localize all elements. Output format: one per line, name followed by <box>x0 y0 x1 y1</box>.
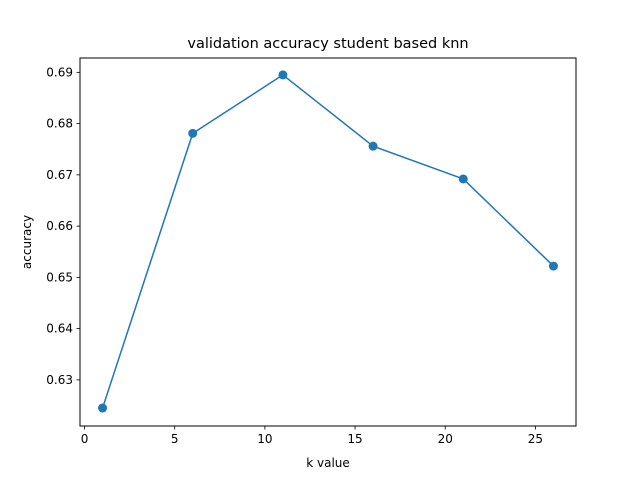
chart-title: validation accuracy student based knn <box>187 36 468 52</box>
x-axis: 0 5 10 15 20 25 <box>81 426 543 446</box>
y-tick-label: 0.64 <box>46 322 73 336</box>
y-tick-label: 0.65 <box>46 270 73 284</box>
y-tick-label: 0.68 <box>46 117 73 131</box>
y-axis: 0.63 0.64 0.65 0.66 0.67 0.68 0.69 <box>46 65 80 387</box>
x-tick-label: 10 <box>257 432 272 446</box>
y-tick-label: 0.63 <box>46 373 73 387</box>
plot-frame <box>79 57 577 427</box>
x-axis-label: k value <box>306 456 350 470</box>
plot-area <box>79 57 577 427</box>
data-point <box>98 403 108 413</box>
x-tick-label: 0 <box>81 432 89 446</box>
series-line <box>101 74 554 409</box>
y-tick-label: 0.66 <box>46 219 73 233</box>
data-point <box>548 261 558 271</box>
y-tick-label: 0.69 <box>46 65 73 79</box>
y-axis-label: accuracy <box>20 215 34 269</box>
data-point <box>188 128 198 138</box>
x-tick-label: 20 <box>438 432 453 446</box>
x-tick-label: 25 <box>528 432 543 446</box>
data-point <box>278 70 288 80</box>
data-point <box>368 141 378 151</box>
x-tick-label: 5 <box>171 432 179 446</box>
data-series <box>98 70 558 413</box>
y-tick-label: 0.67 <box>46 168 73 182</box>
data-point <box>458 174 468 184</box>
x-tick-label: 15 <box>347 432 362 446</box>
